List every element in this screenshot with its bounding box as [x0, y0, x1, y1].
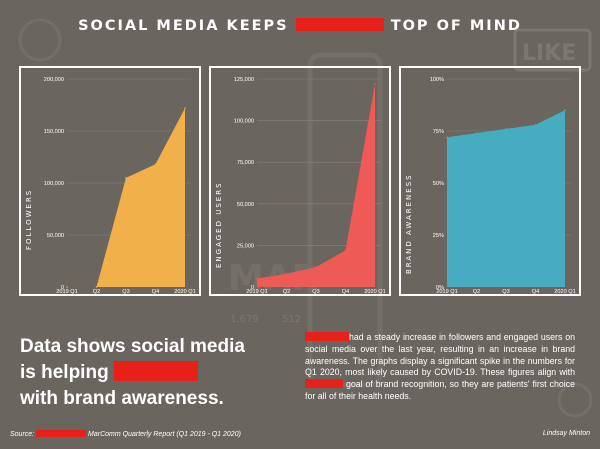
brand-awareness-data-point [475, 132, 478, 134]
engaged-users-area [257, 83, 375, 287]
source-redaction [36, 430, 87, 437]
engaged-users-ytick-label: 25,000 [237, 243, 254, 249]
engaged-users-xtick-label: Q3 [312, 289, 319, 295]
page-title: SOCIAL MEDIA KEEPS TOP OF MIND [0, 18, 600, 34]
engaged-users-xtick-label: Q4 [342, 289, 349, 295]
engaged-users-data-point [285, 272, 288, 275]
brand-awareness-xtick-label: 2020 Q1 [554, 289, 575, 295]
followers-data-point [95, 286, 98, 288]
brand-awareness-xtick-label: 2019 Q1 [436, 289, 457, 295]
title-after: TOP OF MIND [390, 18, 522, 34]
followers-xtick-label: Q3 [122, 289, 129, 295]
followers-area [67, 108, 185, 287]
followers-ytick-label: 0 [61, 285, 64, 291]
bg-word-like: LIKE [522, 41, 576, 66]
headline-line-3: with brand awareness. [20, 388, 224, 409]
brand-awareness-ytick-label: 50% [433, 181, 444, 187]
title-before: SOCIAL MEDIA KEEPS [78, 18, 289, 34]
source-note: Source: MarComm Quarterly Report (Q1 201… [10, 430, 241, 438]
brand-awareness-area [447, 110, 565, 287]
engaged-users-ytick-label: 75,000 [237, 160, 254, 166]
author-credit: Lindsay Minton [542, 430, 590, 437]
brand-awareness-data-point [534, 123, 537, 126]
followers-ytick-label: 100,000 [44, 181, 64, 187]
engaged-users-data-point [344, 249, 347, 252]
bg-circle-icon [18, 18, 62, 62]
body-redaction-1 [305, 332, 349, 341]
followers-axis-label: FOLLOWERS [25, 188, 33, 250]
bg-count-2: 512 [282, 314, 301, 325]
engaged-users-ytick-label: 50,000 [237, 202, 254, 208]
engaged-users-xtick-label: 2019 Q1 [246, 289, 267, 295]
body-text-part-1: had a steady increase in followers and e… [305, 332, 575, 378]
followers-chart-svg: 0 50,000 100,000 150,000 200,000 2019 Q1 Q2 Q3 Q… [44, 77, 196, 295]
brand-awareness-data-point [564, 109, 566, 111]
engaged-users-axis-label: ENGAGED USERS [215, 181, 223, 268]
engaged-users-ytick-label: 100,000 [234, 119, 254, 125]
followers-xtick-label: 2019 Q1 [56, 289, 77, 295]
phone-outline-shape [307, 52, 383, 388]
headline-redaction [113, 361, 198, 381]
followers-xtick-label: Q2 [93, 289, 100, 295]
engaged-users-xtick-label: 2020 Q1 [364, 289, 385, 295]
brand-awareness-xtick-label: Q4 [532, 289, 539, 295]
brand-awareness-ytick-label: 25% [433, 233, 444, 239]
bg-smiley-icon [557, 382, 593, 418]
followers-ytick-label: 200,000 [44, 77, 64, 83]
headline-line-2-prefix: is helping [20, 362, 109, 383]
source-label: Source: [10, 431, 35, 438]
followers-xtick-label: Q4 [152, 289, 159, 295]
followers-ytick-label: 50,000 [47, 233, 64, 239]
brand-awareness-xtick-label: Q2 [473, 289, 480, 295]
followers-xtick-label: 2020 Q1 [174, 289, 195, 295]
brand-awareness-ytick-label: 100% [430, 77, 444, 83]
headline-line-2: is helping [20, 360, 320, 386]
followers-data-point [154, 163, 157, 166]
bg-count-1: 1,679 [230, 314, 259, 325]
followers-data-point [184, 107, 186, 109]
engaged-users-data-point [256, 277, 258, 280]
brand-awareness-chart: 0% 25% 50% 75% 100% 2019 Q1 Q2 Q3 Q4 2020 Q1 BRAN… [399, 66, 581, 296]
engaged-users-ytick-label: 125,000 [234, 77, 254, 83]
title-redaction [295, 18, 384, 31]
brand-awareness-ytick-label: 0% [436, 285, 444, 291]
brand-awareness-chart-svg: 0% 25% 50% 75% 100% 2019 Q1 Q2 Q3 Q4 2020 Q1 [430, 77, 576, 295]
brand-awareness-xtick-label: Q3 [502, 289, 509, 295]
followers-chart: 0 50,000 100,000 150,000 200,000 2019 Q1 Q2 Q3 Q… [19, 66, 201, 296]
engaged-users-ytick-label: 0 [251, 285, 254, 291]
followers-data-point [125, 177, 127, 179]
headline-line-1: Data shows social media [20, 336, 245, 357]
brand-awareness-data-point [505, 128, 507, 130]
engaged-users-data-point [374, 83, 376, 85]
like-box-shape [513, 28, 592, 72]
headline: Data shows social media is helping with … [20, 334, 320, 412]
followers-data-point [66, 286, 68, 288]
brand-awareness-axis-label: BRAND AWARENESS [405, 173, 413, 274]
engaged-users-data-point [315, 266, 317, 268]
brand-awareness-ytick-label: 75% [433, 129, 444, 135]
body-paragraph: had a steady increase in followers and e… [305, 332, 575, 403]
engaged-users-xtick-label: Q2 [283, 289, 290, 295]
brand-awareness-data-point [446, 136, 448, 139]
body-redaction-2 [305, 379, 343, 389]
engaged-users-chart: 0 25,000 50,000 75,000 100,000 125,000 2019 Q1… [209, 66, 391, 296]
source-text: MarComm Quarterly Report (Q1 2019 - Q1 2… [88, 431, 241, 438]
engaged-users-chart-svg: 0 25,000 50,000 75,000 100,000 125,000 2019 Q1… [234, 77, 386, 295]
followers-ytick-label: 150,000 [44, 129, 64, 135]
body-text-part-2: goal of brand recognition, so they are p… [305, 379, 575, 401]
